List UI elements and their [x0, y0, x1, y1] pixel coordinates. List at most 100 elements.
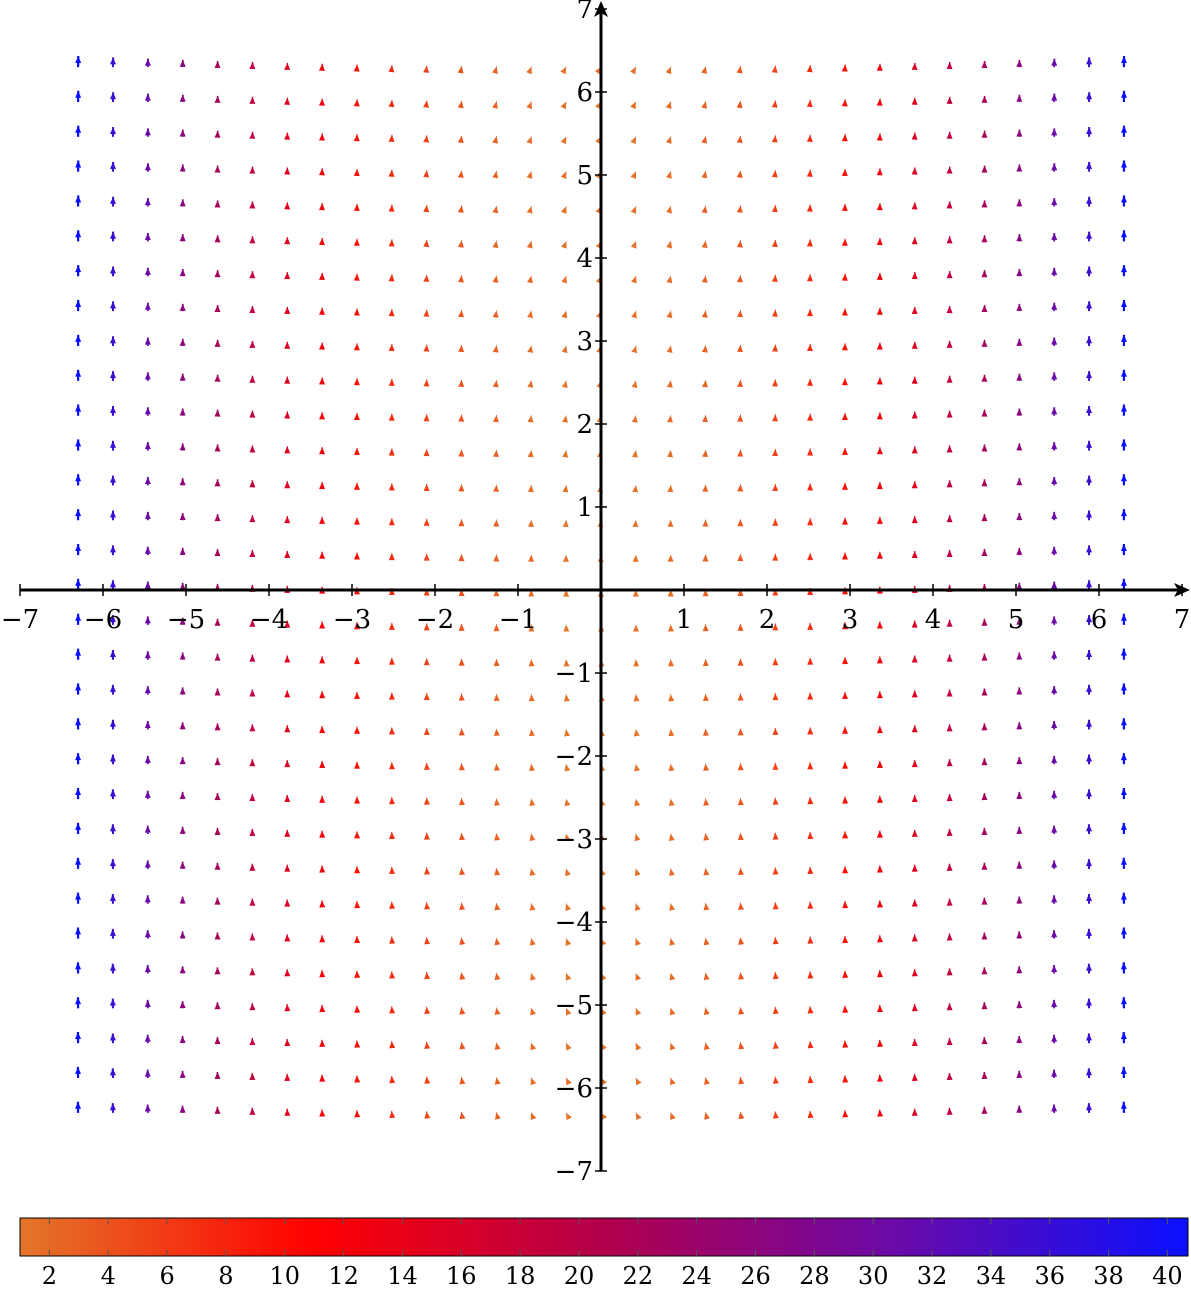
arrow-head: [109, 580, 116, 588]
vector-arrow: [1086, 649, 1093, 660]
arrow-head: [109, 371, 116, 379]
vector-arrow: [737, 379, 744, 387]
arrow-head: [562, 485, 569, 493]
vector-arrow: [562, 554, 569, 562]
vector-arrow: [109, 754, 116, 765]
vector-arrow: [179, 513, 186, 521]
vector-arrow: [772, 1111, 779, 1119]
arrow-head: [389, 797, 396, 805]
arrow-head: [284, 690, 291, 698]
arrow-head: [109, 510, 116, 518]
vector-arrow: [806, 309, 813, 317]
vector-arrow: [1051, 999, 1058, 1009]
vector-arrow: [631, 380, 638, 388]
arrow-head: [560, 206, 567, 214]
arrow-head: [736, 205, 743, 213]
vector-arrow: [635, 903, 641, 911]
arrow-head: [841, 203, 848, 212]
arrow-head: [1016, 199, 1023, 207]
vector-arrow: [702, 414, 709, 423]
vector-arrow: [354, 726, 361, 734]
vector-arrow: [75, 265, 82, 277]
vector-arrow: [946, 445, 953, 453]
arrow-head: [179, 513, 186, 521]
vector-arrow: [249, 794, 256, 802]
vector-arrow: [494, 833, 501, 841]
vector-arrow: [494, 1112, 501, 1120]
vector-arrow: [526, 275, 533, 284]
colorbar-tick-label: 2: [42, 1262, 57, 1289]
arrow-head: [1016, 373, 1023, 381]
vector-arrow: [630, 66, 637, 75]
arrow-head: [1016, 547, 1023, 555]
arrow-head: [841, 169, 848, 177]
arrow-head: [353, 482, 360, 490]
vector-arrow: [842, 935, 849, 944]
vector-arrow: [737, 867, 744, 876]
arrow-head: [249, 968, 256, 976]
arrow-head: [1051, 511, 1058, 519]
vector-arrow: [354, 691, 361, 699]
arrow-head: [946, 689, 953, 697]
arrow-head: [423, 135, 430, 143]
vector-arrow: [665, 171, 672, 179]
arrow-head: [388, 553, 395, 561]
vector-arrow: [806, 343, 813, 352]
vector-arrow: [842, 1005, 849, 1013]
arrow-head: [771, 274, 778, 282]
arrow-head: [249, 306, 256, 314]
vector-arrow: [214, 514, 221, 522]
arrow-head: [702, 484, 709, 492]
arrow-head: [319, 516, 326, 524]
arrow-head: [388, 692, 395, 700]
arrow-head: [353, 238, 360, 246]
vector-arrow: [1085, 1103, 1092, 1113]
vector-arrow: [911, 481, 918, 489]
arrow-head: [144, 476, 151, 484]
vector-arrow: [668, 659, 675, 667]
arrow-head: [1086, 928, 1093, 936]
arrow-head: [423, 205, 430, 213]
vector-arrow: [842, 901, 849, 909]
arrow-head: [981, 862, 988, 870]
vector-arrow: [109, 1033, 116, 1044]
arrow-head: [981, 130, 988, 138]
arrow-head: [318, 168, 325, 176]
y-tick-label: 1: [576, 493, 593, 523]
vector-arrow: [736, 135, 743, 144]
vector-arrow: [564, 729, 571, 737]
vector-arrow: [284, 794, 291, 803]
vector-arrow: [807, 622, 814, 630]
vector-arrow: [703, 763, 710, 771]
vector-arrow: [179, 129, 186, 137]
vector-arrow: [560, 206, 567, 214]
arrow-head: [1085, 1033, 1092, 1041]
vector-arrow: [1016, 931, 1023, 939]
vector-arrow: [911, 690, 918, 698]
vector-arrow: [841, 238, 848, 246]
arrow-head: [981, 409, 988, 417]
arrow-head: [772, 937, 779, 945]
arrow-head: [635, 938, 641, 946]
arrow-head: [529, 833, 536, 841]
arrow-head: [667, 589, 674, 597]
vector-arrow: [1120, 1101, 1127, 1113]
arrow-head: [529, 763, 536, 772]
arrow-head: [179, 269, 186, 277]
arrow-head: [876, 865, 883, 873]
vector-arrow: [806, 65, 813, 73]
arrow-head: [494, 798, 501, 806]
tick-labels: −7 −6 −5 −4 −3 −2 −1 1 2 3 4 5 6 7−7−6−5−4−3−2−112345…: [1, 0, 1190, 1187]
vector-arrow: [353, 169, 360, 177]
arrow-head: [772, 588, 779, 596]
arrow-head: [214, 60, 221, 69]
vector-arrow: [214, 897, 221, 905]
colorbar-tick-label: 14: [387, 1262, 418, 1289]
vector-arrow: [560, 66, 567, 75]
arrow-head: [772, 344, 778, 352]
vector-arrow: [424, 937, 431, 945]
arrow-head: [1086, 57, 1093, 65]
arrow-head: [981, 200, 988, 208]
vector-arrow: [771, 135, 778, 143]
arrow-head: [737, 519, 744, 527]
